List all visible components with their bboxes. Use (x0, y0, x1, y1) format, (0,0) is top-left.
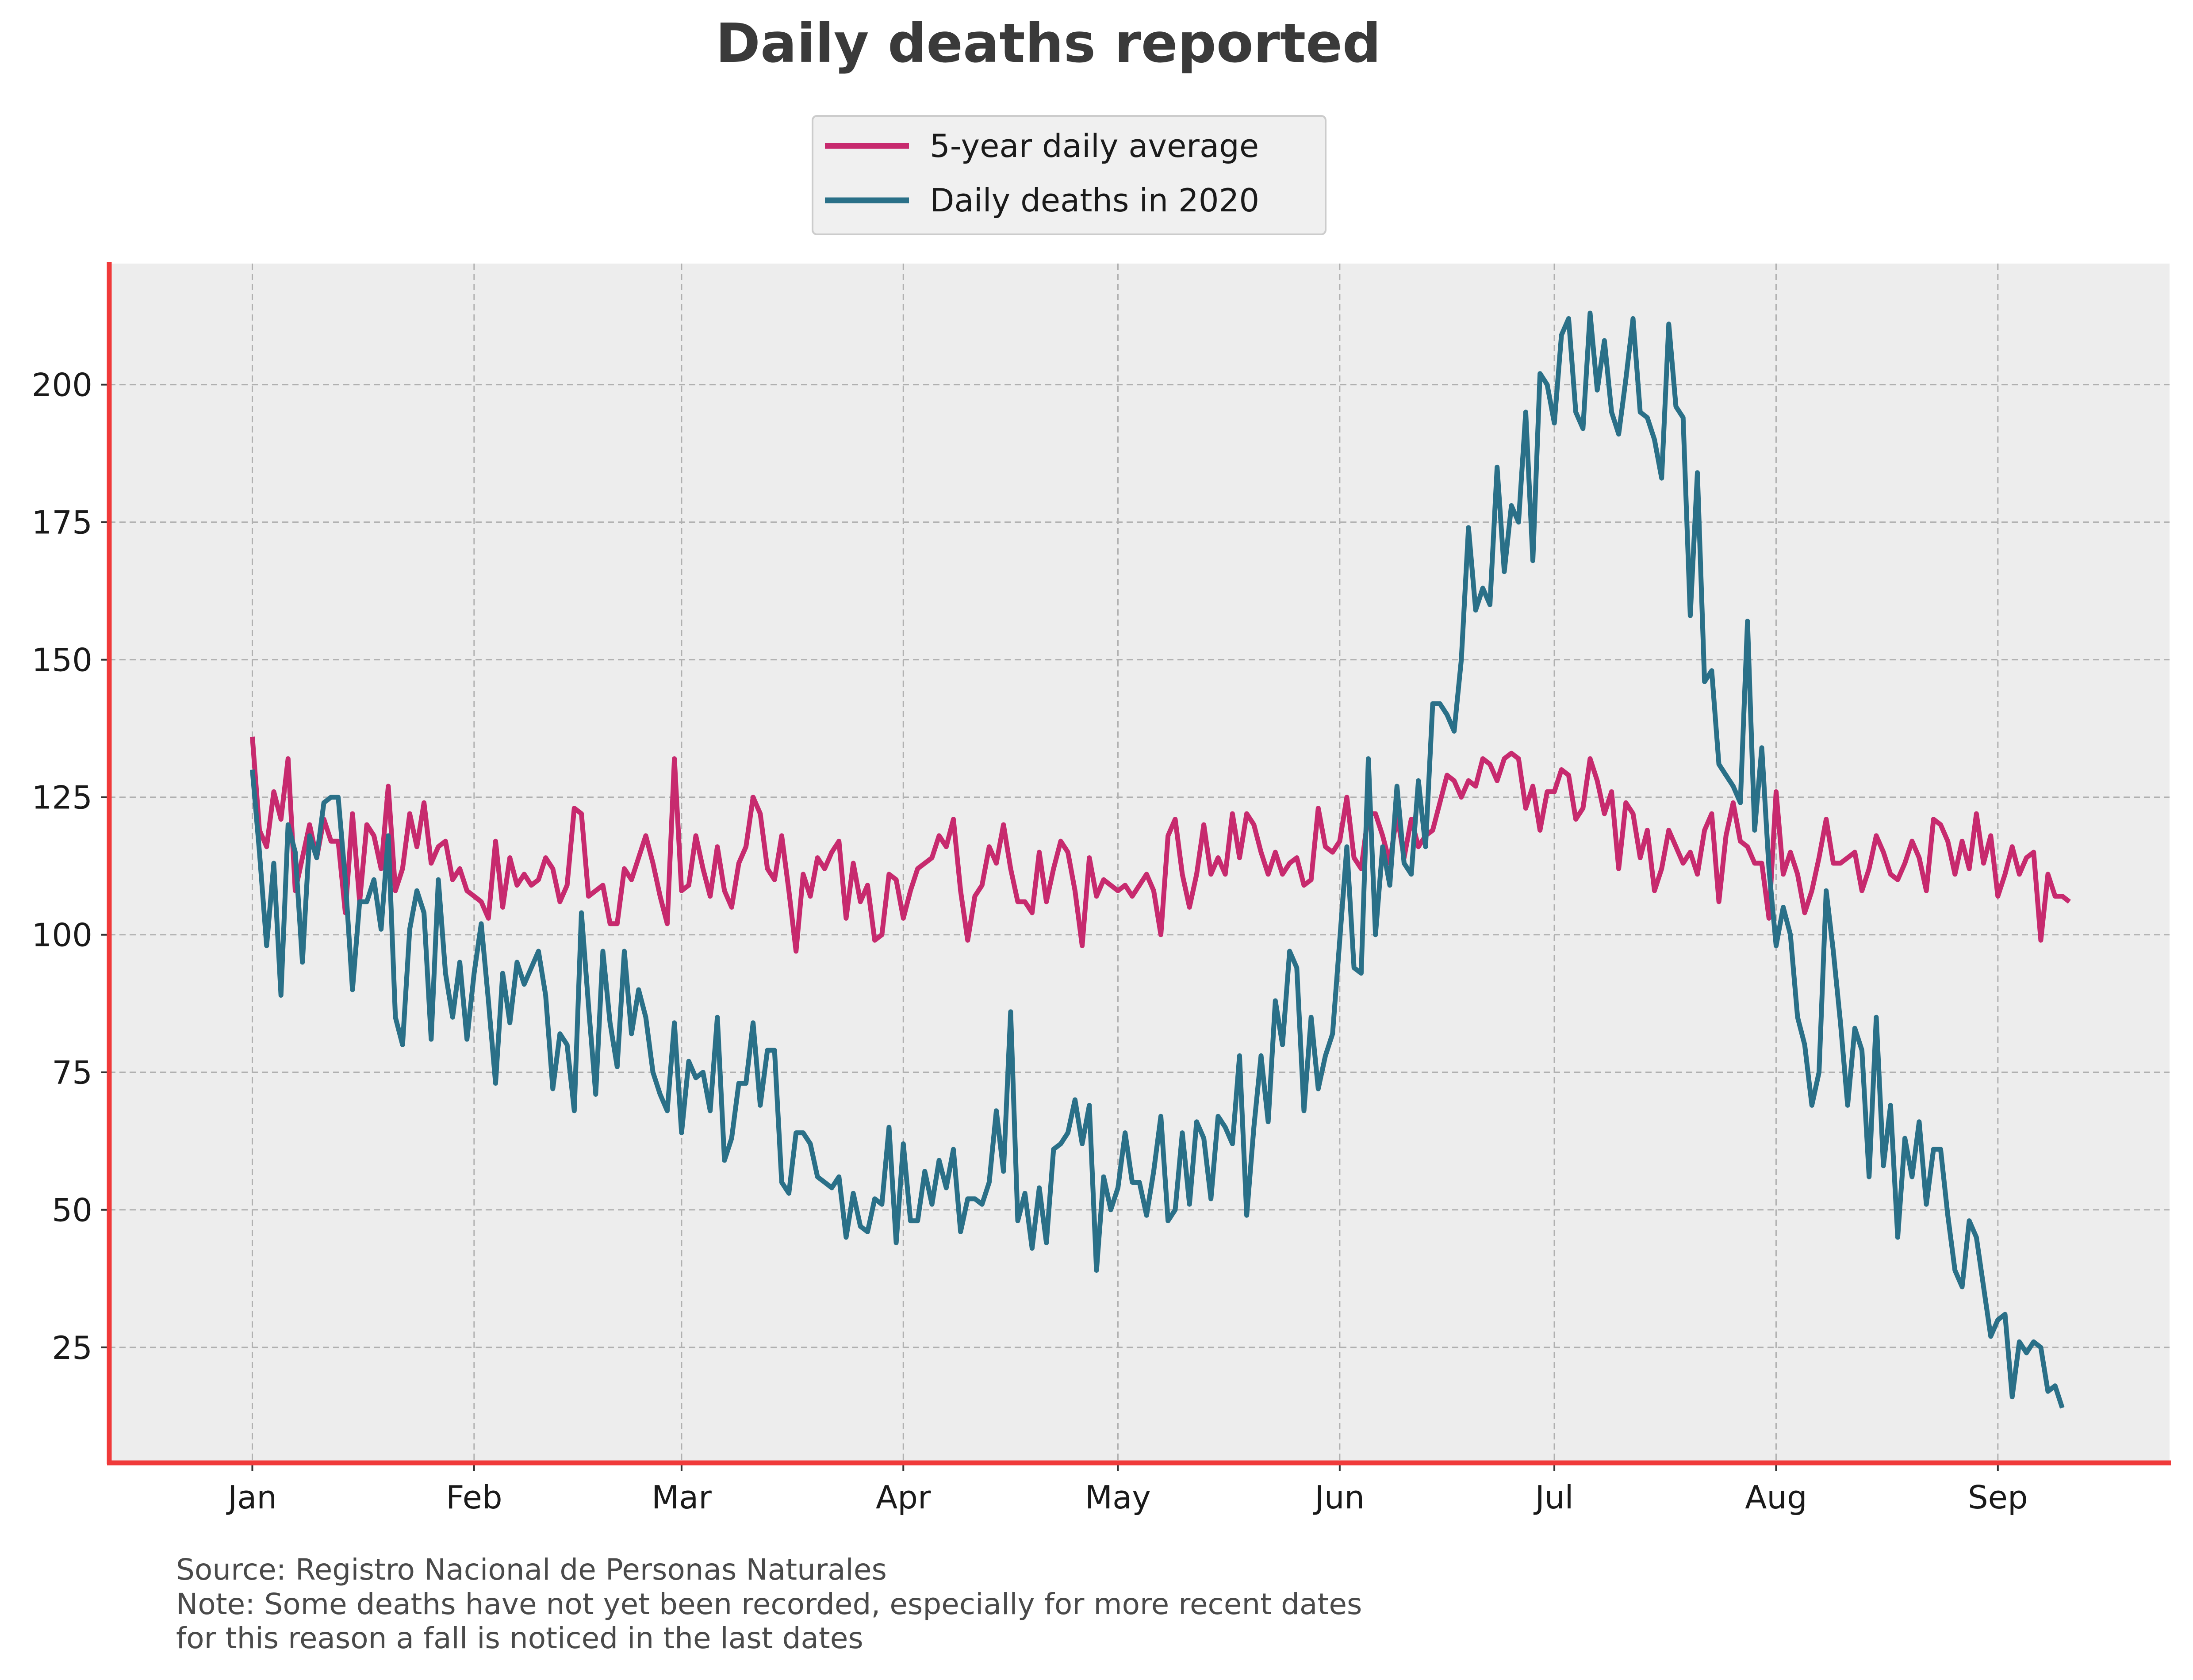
x-tick-label-jul: Jul (1534, 1479, 1574, 1516)
y-tick-label-200: 200 (32, 367, 92, 404)
legend-label-daily-deaths-2020: Daily deaths in 2020 (930, 182, 1259, 219)
y-tick-label-125: 125 (32, 779, 92, 816)
x-tick-label-jan: Jan (226, 1479, 277, 1516)
y-tick-label-100: 100 (32, 917, 92, 954)
source-note: Source: Registro Nacional de Personas Na… (176, 1553, 887, 1587)
y-tick-label-50: 50 (52, 1192, 92, 1229)
x-tick-label-mar: Mar (652, 1479, 712, 1516)
legend-label-5-year-average: 5-year daily average (930, 127, 1259, 165)
y-axis-ticks: 25 50 75 100 125 150 175 200 (32, 367, 109, 1366)
note-line-2: for this reason a fall is noticed in the… (176, 1621, 863, 1655)
chart-title: Daily deaths reported (716, 12, 1381, 75)
y-tick-label-25: 25 (52, 1329, 92, 1366)
x-tick-label-may: May (1085, 1479, 1151, 1516)
x-tick-label-aug: Aug (1745, 1479, 1807, 1516)
y-tick-label-150: 150 (32, 642, 92, 679)
legend-box (812, 115, 1327, 235)
x-axis-ticks: Jan Feb Mar Apr May Jun Jul Aug Sep (226, 1463, 2028, 1516)
x-tick-label-sep: Sep (1968, 1479, 2028, 1516)
x-tick-label-apr: Apr (876, 1479, 931, 1516)
x-tick-label-feb: Feb (446, 1479, 502, 1516)
plot-area (109, 264, 2170, 1463)
y-tick-label-175: 175 (32, 504, 92, 541)
legend: 5-year daily average Daily deaths in 202… (812, 115, 1327, 235)
grid (109, 264, 2170, 1463)
series-line-5-year-daily-average (250, 736, 2071, 954)
note-line-1: Note: Some deaths have not yet been reco… (176, 1587, 1362, 1621)
x-tick-label-jun: Jun (1313, 1479, 1365, 1516)
series-line-daily-deaths-2020 (250, 310, 2065, 1409)
y-tick-label-75: 75 (52, 1054, 92, 1091)
series-layer (250, 310, 2071, 1409)
